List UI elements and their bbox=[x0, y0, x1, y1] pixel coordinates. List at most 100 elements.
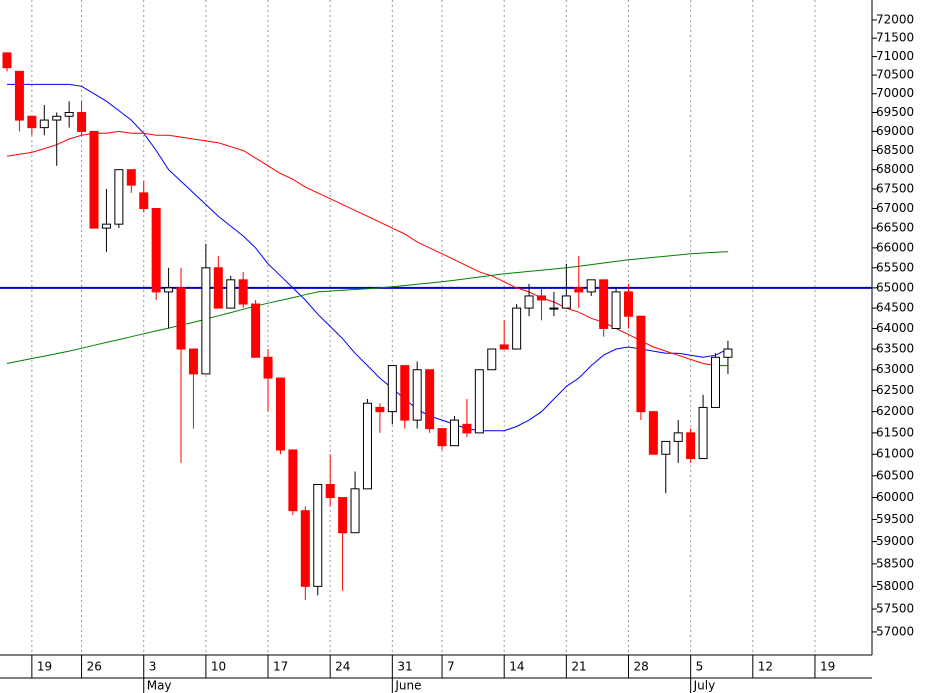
y-tick-label: 59000 bbox=[876, 534, 914, 548]
y-tick-label: 57500 bbox=[876, 602, 914, 616]
month-label: May bbox=[147, 679, 172, 693]
candle-body bbox=[474, 369, 484, 434]
candle-body bbox=[288, 449, 298, 512]
candle-body bbox=[325, 483, 335, 499]
y-tick-label: 62500 bbox=[876, 383, 914, 397]
candle-body bbox=[561, 295, 571, 309]
y-tick-label: 65000 bbox=[876, 280, 914, 294]
y-tick-label: 62000 bbox=[876, 404, 914, 418]
candle-body bbox=[176, 287, 186, 350]
x-tick-label: 26 bbox=[87, 660, 102, 674]
y-tick-label: 63000 bbox=[876, 362, 914, 376]
candle-body bbox=[101, 223, 111, 229]
candle-body bbox=[226, 279, 236, 309]
candle-body bbox=[686, 432, 696, 460]
candle-body bbox=[661, 440, 671, 455]
y-tick-label: 66500 bbox=[876, 221, 914, 235]
y-tick-label: 69500 bbox=[876, 105, 914, 119]
y-tick-label: 64500 bbox=[876, 301, 914, 315]
y-tick-label: 68000 bbox=[876, 162, 914, 176]
y-tick-label: 61500 bbox=[876, 425, 914, 439]
candle-body bbox=[275, 377, 285, 451]
y-tick-label: 59500 bbox=[876, 512, 914, 526]
candle-body bbox=[338, 497, 348, 534]
candle-body bbox=[188, 348, 198, 375]
candle-body bbox=[611, 291, 621, 329]
candle-body bbox=[263, 356, 273, 379]
candle-body bbox=[412, 369, 422, 421]
x-tick-label: 28 bbox=[634, 660, 649, 674]
candle-body bbox=[400, 365, 410, 421]
candle-body bbox=[512, 307, 522, 350]
candle-body bbox=[52, 115, 62, 121]
candle-body bbox=[711, 356, 721, 408]
candle-body bbox=[89, 130, 99, 229]
x-tick-label: 3 bbox=[149, 660, 157, 674]
candle-body bbox=[437, 428, 447, 447]
y-tick-label: 63500 bbox=[876, 342, 914, 356]
candle-body bbox=[2, 52, 12, 69]
candle-body bbox=[375, 406, 385, 413]
moving-average bbox=[7, 83, 729, 432]
y-tick-label: 60000 bbox=[876, 490, 914, 504]
y-tick-label: 70500 bbox=[876, 68, 914, 82]
y-tick-label: 71500 bbox=[876, 31, 914, 45]
candle-body bbox=[487, 348, 497, 371]
candle-body bbox=[549, 307, 559, 310]
x-tick-label: 21 bbox=[571, 660, 586, 674]
y-tick-label: 69000 bbox=[876, 124, 914, 138]
y-tick-label: 67500 bbox=[876, 182, 914, 196]
x-tick-label: 31 bbox=[397, 660, 412, 674]
candle-body bbox=[300, 510, 310, 587]
candle-body bbox=[350, 488, 360, 534]
y-tick-label: 68500 bbox=[876, 143, 914, 157]
y-tick-label: 58000 bbox=[876, 579, 914, 593]
candle-body bbox=[238, 279, 248, 305]
month-label: July bbox=[693, 679, 716, 693]
candle-body bbox=[201, 267, 211, 375]
y-tick-label: 64000 bbox=[876, 321, 914, 335]
candle-body bbox=[723, 348, 733, 358]
candle-body bbox=[139, 192, 149, 209]
x-tick-label: 14 bbox=[509, 660, 524, 674]
y-tick-label: 66000 bbox=[876, 240, 914, 254]
candle-body bbox=[251, 303, 261, 358]
candle-body bbox=[126, 169, 136, 186]
candle-body bbox=[213, 267, 223, 309]
moving-average bbox=[6, 251, 728, 364]
y-tick-label: 67000 bbox=[876, 201, 914, 215]
x-tick-label: 19 bbox=[37, 660, 52, 674]
candle-body bbox=[599, 279, 609, 329]
y-tick-label: 60500 bbox=[876, 468, 914, 482]
x-tick-label: 10 bbox=[211, 660, 226, 674]
y-tick-label: 70000 bbox=[876, 86, 914, 100]
y-tick-label: 72000 bbox=[876, 12, 914, 26]
candle-body bbox=[462, 423, 472, 434]
x-tick-label: 7 bbox=[447, 660, 455, 674]
candle-body bbox=[586, 279, 596, 293]
x-tick-label: 5 bbox=[696, 660, 704, 674]
candle-body bbox=[425, 369, 435, 430]
x-tick-label: 17 bbox=[273, 660, 288, 674]
candle-body bbox=[77, 112, 87, 132]
candle-body bbox=[114, 169, 124, 225]
candle-body bbox=[387, 365, 397, 413]
candle-body bbox=[524, 295, 534, 309]
candle-body bbox=[698, 406, 708, 460]
candle-body bbox=[14, 70, 24, 121]
candle-body bbox=[499, 344, 509, 350]
candle-body bbox=[536, 295, 546, 301]
candle-body bbox=[673, 432, 683, 442]
candle-body bbox=[64, 112, 74, 117]
candle-body bbox=[449, 419, 459, 447]
candle-body bbox=[27, 115, 37, 129]
y-tick-label: 57000 bbox=[876, 624, 914, 638]
y-tick-label: 65500 bbox=[876, 260, 914, 274]
candle-body bbox=[164, 287, 174, 293]
y-tick-label: 61000 bbox=[876, 447, 914, 461]
x-tick-label: 24 bbox=[335, 660, 350, 674]
month-label: June bbox=[394, 679, 421, 693]
candle-body bbox=[39, 119, 49, 129]
